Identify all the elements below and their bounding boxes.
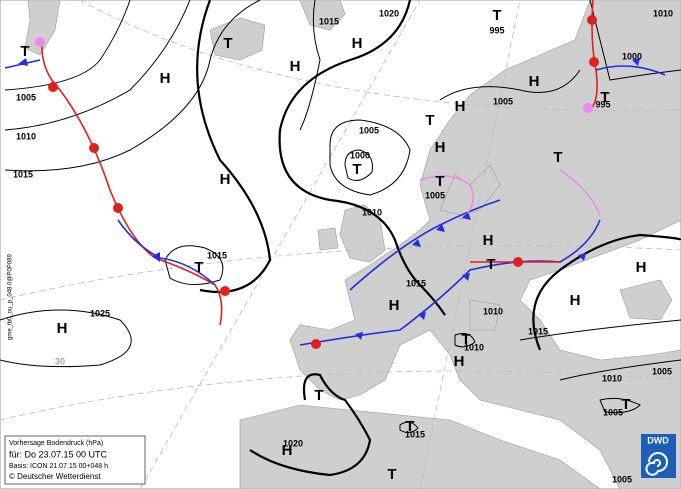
isobar-label: 1015 — [319, 16, 339, 26]
isobar-label: 1005 — [652, 366, 672, 376]
pressure-center: T — [352, 161, 361, 178]
isobar-label: 1015 — [13, 169, 33, 179]
pressure-center: T — [600, 89, 609, 106]
isobar-label: 1015 — [207, 250, 227, 260]
pressure-center: T — [314, 387, 323, 404]
isobar-labels: 1015 1020 1010 1000 1005 1010 1015 1005 1000 1005… — [13, 8, 673, 484]
pressure-center: T — [486, 256, 495, 273]
dwd-logo: DWD — [641, 434, 676, 478]
pressure-center: T — [425, 112, 434, 129]
isobar-label: 995 — [595, 99, 610, 109]
pressure-center: H — [529, 73, 540, 90]
isobar-label: 1005 — [603, 407, 623, 417]
pressure-center: H — [435, 139, 446, 156]
isobar-label: 1005 — [16, 92, 36, 102]
pressure-center: H — [220, 171, 231, 188]
side-code: gme_tb0_ou_p_048 0@P0P089 — [8, 254, 14, 340]
isobar-label: 1015 — [405, 429, 425, 439]
pressure-center: T — [435, 173, 444, 190]
pressure-center: H — [282, 442, 293, 459]
isobar-label: 1010 — [602, 373, 622, 383]
isobar-label: 1010 — [483, 306, 503, 316]
legend-copyright: © Deutscher Wetterdienst — [9, 472, 101, 481]
logo-swirl — [645, 452, 668, 476]
pressure-center: H — [455, 98, 466, 115]
isobar-label: 995 — [489, 25, 504, 35]
isobar-label: 1015 — [406, 278, 426, 288]
isobar-label: 1005 — [493, 96, 513, 106]
land — [24, 0, 681, 489]
legend-valid: für: Do 23.07.15 00 UTC — [9, 449, 108, 459]
pressure-center: H — [636, 259, 647, 276]
pressure-center: T — [621, 396, 630, 413]
pressure-center: T — [194, 259, 203, 276]
pressure-center: H — [290, 58, 301, 75]
isobars — [0, 0, 681, 477]
isobar-label: 1000 — [622, 51, 642, 61]
isobar-label: 1010 — [362, 207, 382, 217]
isobar-label: 1005 — [359, 125, 379, 135]
legend-title: Vorhersage Bodendruck (hPa) — [9, 440, 103, 447]
fronts — [4, 0, 666, 349]
isobar-label: 1005 — [612, 474, 632, 484]
pressure-center: H — [352, 35, 363, 52]
isobar-label: 1015 — [528, 326, 548, 336]
isobar-label: 1010 — [653, 8, 673, 18]
pressure-center: T — [492, 7, 501, 24]
isobar-label: 1000 — [350, 150, 370, 160]
logo-text: DWD — [647, 435, 669, 445]
isobar-label: 1010 — [464, 342, 484, 352]
isobar-label: 1020 — [379, 8, 399, 18]
pressure-center: T — [223, 35, 232, 52]
legend-box: Vorhersage Bodendruck (hPa) für: Do 23.0… — [4, 435, 146, 485]
pressure-center: T — [387, 466, 396, 483]
pressure-center: H — [160, 70, 171, 87]
isobar-label: 1005 — [425, 190, 445, 200]
pressure-center: H — [570, 292, 581, 309]
pressure-center: H — [389, 297, 400, 314]
pressure-center: T — [20, 43, 29, 60]
pressure-center: H — [454, 353, 465, 370]
isobar-label: 30 — [55, 356, 65, 366]
pressure-center: T — [405, 418, 414, 435]
pressure-center: H — [57, 320, 68, 337]
isobar-label: 1020 — [283, 438, 303, 448]
legend-frame — [4, 435, 146, 485]
pressure-center: T — [461, 331, 470, 348]
pressure-center: H — [483, 232, 494, 249]
pressure-center: T — [553, 149, 562, 166]
legend-basis: Basis: ICON 21.07.15 00+048 h — [9, 463, 108, 470]
isobar-label: 1025 — [90, 308, 110, 318]
isobar-label: 1010 — [16, 131, 36, 141]
